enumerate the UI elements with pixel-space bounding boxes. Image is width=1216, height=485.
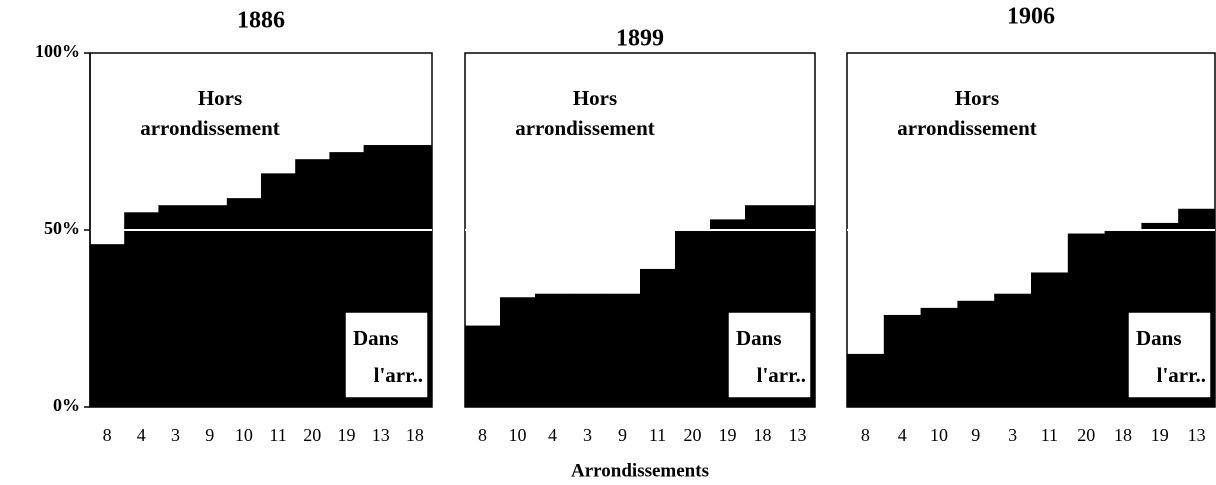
annotation-box [344, 311, 429, 399]
x-tick-label: 3 [583, 425, 592, 445]
bar [90, 244, 125, 407]
y-tick-label: 100% [35, 41, 80, 61]
x-tick-label: 19 [338, 425, 356, 445]
x-tick-label: 11 [649, 425, 666, 445]
annotation-box [1127, 311, 1212, 399]
annotation-box [727, 311, 812, 399]
x-tick-label: 9 [618, 425, 627, 445]
bar [500, 297, 536, 407]
x-tick-label: 3 [1008, 425, 1017, 445]
annotation: arrondissement [140, 116, 280, 140]
bar [640, 268, 676, 407]
bar [465, 325, 501, 407]
annotation: l'arr.. [757, 363, 806, 387]
x-tick-label: 18 [1114, 425, 1132, 445]
x-tick-label: 20 [1077, 425, 1095, 445]
panel-title: 1886 [237, 8, 285, 34]
x-tick-label: 20 [684, 425, 702, 445]
x-tick-label: 13 [1188, 425, 1206, 445]
annotation: Dans [736, 326, 782, 350]
x-tick-label: 20 [303, 425, 321, 445]
bar [920, 307, 958, 407]
x-tick-label: 4 [137, 425, 146, 445]
bar [158, 205, 194, 407]
x-tick-label: 10 [930, 425, 948, 445]
x-tick-label: 10 [235, 425, 253, 445]
annotation: l'arr.. [1157, 363, 1206, 387]
x-tick-label: 8 [861, 425, 870, 445]
annotation: Hors [198, 86, 242, 110]
x-tick-label: 18 [406, 425, 424, 445]
bar [535, 293, 571, 407]
x-tick-label: 9 [971, 425, 980, 445]
bar [1067, 233, 1106, 407]
bar [605, 293, 641, 407]
panel-title: 1906 [1007, 4, 1055, 30]
bar [847, 353, 885, 407]
x-tick-label: 19 [1151, 425, 1169, 445]
x-tick-label: 11 [269, 425, 286, 445]
x-tick-label: 18 [754, 425, 772, 445]
annotation: Dans [353, 326, 399, 350]
bar [226, 198, 262, 407]
bar [1031, 272, 1069, 407]
bar [295, 159, 330, 407]
bar [675, 230, 711, 407]
x-tick-label: 11 [1041, 425, 1058, 445]
annotation: arrondissement [515, 116, 655, 140]
x-tick-label: 9 [205, 425, 214, 445]
y-tick-label: 0% [53, 395, 80, 415]
x-tick-label: 13 [789, 425, 807, 445]
bar [570, 293, 606, 407]
x-tick-label: 8 [103, 425, 112, 445]
annotation: Hors [955, 86, 999, 110]
bar [192, 205, 228, 407]
panel-title: 1899 [616, 26, 664, 52]
x-tick-label: 10 [509, 425, 527, 445]
bar [957, 300, 995, 407]
x-tick-label: 4 [548, 425, 557, 445]
x-tick-label: 19 [719, 425, 737, 445]
bar [994, 293, 1032, 407]
x-axis-label: Arrondissements [571, 460, 709, 481]
bar [261, 173, 296, 407]
annotation: l'arr.. [374, 363, 423, 387]
annotation: Hors [573, 86, 617, 110]
annotation: arrondissement [897, 116, 1037, 140]
x-tick-label: 4 [898, 425, 907, 445]
annotation: Dans [1136, 326, 1182, 350]
x-tick-label: 3 [171, 425, 180, 445]
y-tick-label: 50% [44, 218, 80, 238]
bar [883, 314, 922, 407]
x-tick-label: 13 [372, 425, 390, 445]
bar [124, 212, 159, 407]
x-tick-label: 8 [478, 425, 487, 445]
